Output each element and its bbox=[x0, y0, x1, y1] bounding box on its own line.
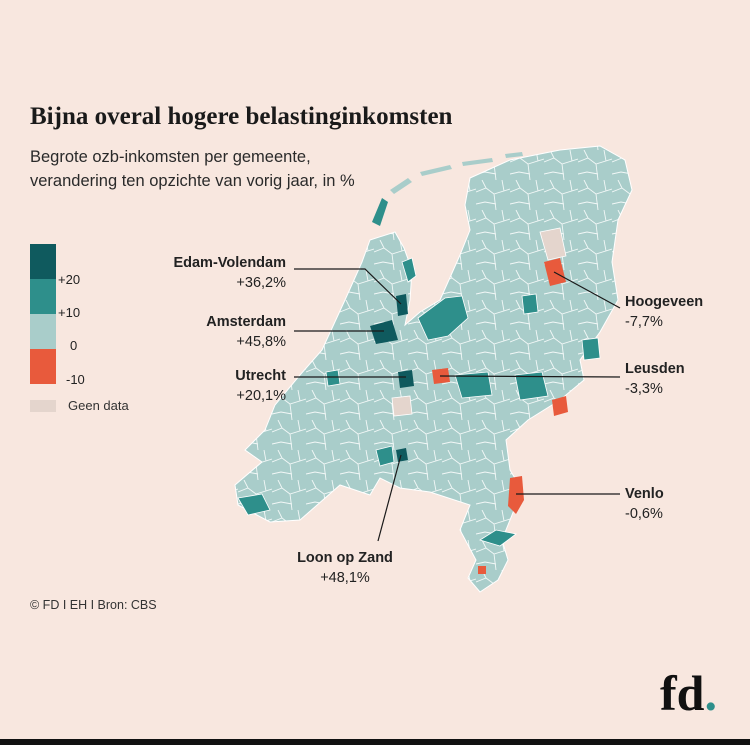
legend-swatch-no-data bbox=[30, 400, 56, 412]
callout-loon-op-zand: Loon op Zand +48,1% bbox=[290, 548, 400, 588]
callout-name: Utrecht bbox=[235, 368, 286, 384]
source-credit: © FD I EH I Bron: CBS bbox=[30, 598, 157, 612]
callout-name: Hoogeveen bbox=[625, 294, 704, 310]
venlo-area bbox=[508, 476, 524, 514]
callout-value: +36,2% bbox=[236, 275, 286, 291]
logo-dot: . bbox=[704, 665, 717, 721]
utrecht-area bbox=[398, 370, 414, 388]
south-holland-region bbox=[325, 369, 341, 387]
callout-amsterdam: Amsterdam +45,8% bbox=[206, 312, 286, 352]
wadden-island bbox=[420, 165, 452, 176]
amsterdam-area bbox=[370, 320, 398, 344]
gelderland-region bbox=[454, 371, 493, 399]
legend-swatch-above-20 bbox=[30, 244, 56, 279]
loon-op-zand-area bbox=[396, 448, 408, 462]
overijssel-region bbox=[581, 337, 601, 361]
legend-tick: -10 bbox=[66, 372, 85, 387]
callout-name: Venlo bbox=[625, 486, 664, 502]
leader-line-edam bbox=[294, 268, 402, 305]
bottom-bar bbox=[0, 739, 750, 745]
chart-title: Bijna overal hogere belastinginkomsten bbox=[30, 103, 453, 130]
callout-value: +45,8% bbox=[236, 334, 286, 350]
legend-tick: +20 bbox=[58, 272, 81, 287]
leader-line-leusden bbox=[439, 375, 621, 378]
brabant-region bbox=[375, 445, 395, 467]
utrecht-no-data bbox=[391, 395, 413, 417]
drenthe-region bbox=[521, 293, 539, 315]
north-holland-region bbox=[401, 257, 417, 283]
callout-value: +48,1% bbox=[320, 570, 370, 586]
wadden-island bbox=[462, 158, 493, 166]
logo-text: fd bbox=[660, 665, 705, 721]
callout-edam-volendam: Edam-Volendam +36,2% bbox=[173, 253, 286, 293]
legend-swatch-10-to-20 bbox=[30, 279, 56, 314]
wadden-island bbox=[390, 178, 412, 194]
legend-tick: +10 bbox=[58, 305, 81, 320]
callout-hoogeveen: Hoogeveen -7,7% bbox=[625, 292, 703, 332]
callout-utrecht: Utrecht +20,1% bbox=[235, 366, 286, 406]
callout-name: Loon op Zand bbox=[297, 550, 393, 566]
leader-line-loon bbox=[377, 454, 402, 542]
wadden-island bbox=[372, 198, 388, 226]
leader-line-hoogeveen bbox=[553, 271, 621, 309]
callout-name: Amsterdam bbox=[206, 314, 286, 330]
callout-leusden: Leusden -3,3% bbox=[625, 359, 685, 399]
callout-value: +20,1% bbox=[236, 388, 286, 404]
callout-name: Edam-Volendam bbox=[173, 255, 286, 271]
callout-value: -0,6% bbox=[625, 506, 663, 522]
callout-value: -7,7% bbox=[625, 314, 663, 330]
groningen-no-data bbox=[539, 227, 567, 261]
callout-name: Leusden bbox=[625, 361, 685, 377]
chart-subtitle: Begrote ozb-inkomsten per gemeente, vera… bbox=[30, 148, 355, 190]
flevoland-region bbox=[417, 295, 469, 341]
legend-tick: 0 bbox=[70, 338, 78, 353]
legend-swatch-0-to-10 bbox=[30, 314, 56, 349]
edam-volendam-area bbox=[396, 294, 408, 316]
oost-gelderland-area bbox=[552, 396, 568, 416]
callout-value: -3,3% bbox=[625, 381, 663, 397]
zeeland-region bbox=[237, 493, 271, 516]
callout-venlo: Venlo -0,6% bbox=[625, 484, 664, 524]
gelderland-region bbox=[514, 371, 549, 401]
legend-no-data-label: Geen data bbox=[68, 398, 129, 413]
limburg-region bbox=[479, 529, 517, 547]
legend-swatch-below-0 bbox=[30, 349, 56, 384]
south-limburg-area bbox=[478, 566, 486, 574]
fd-logo: fd. bbox=[660, 668, 717, 718]
wadden-island bbox=[505, 152, 523, 158]
